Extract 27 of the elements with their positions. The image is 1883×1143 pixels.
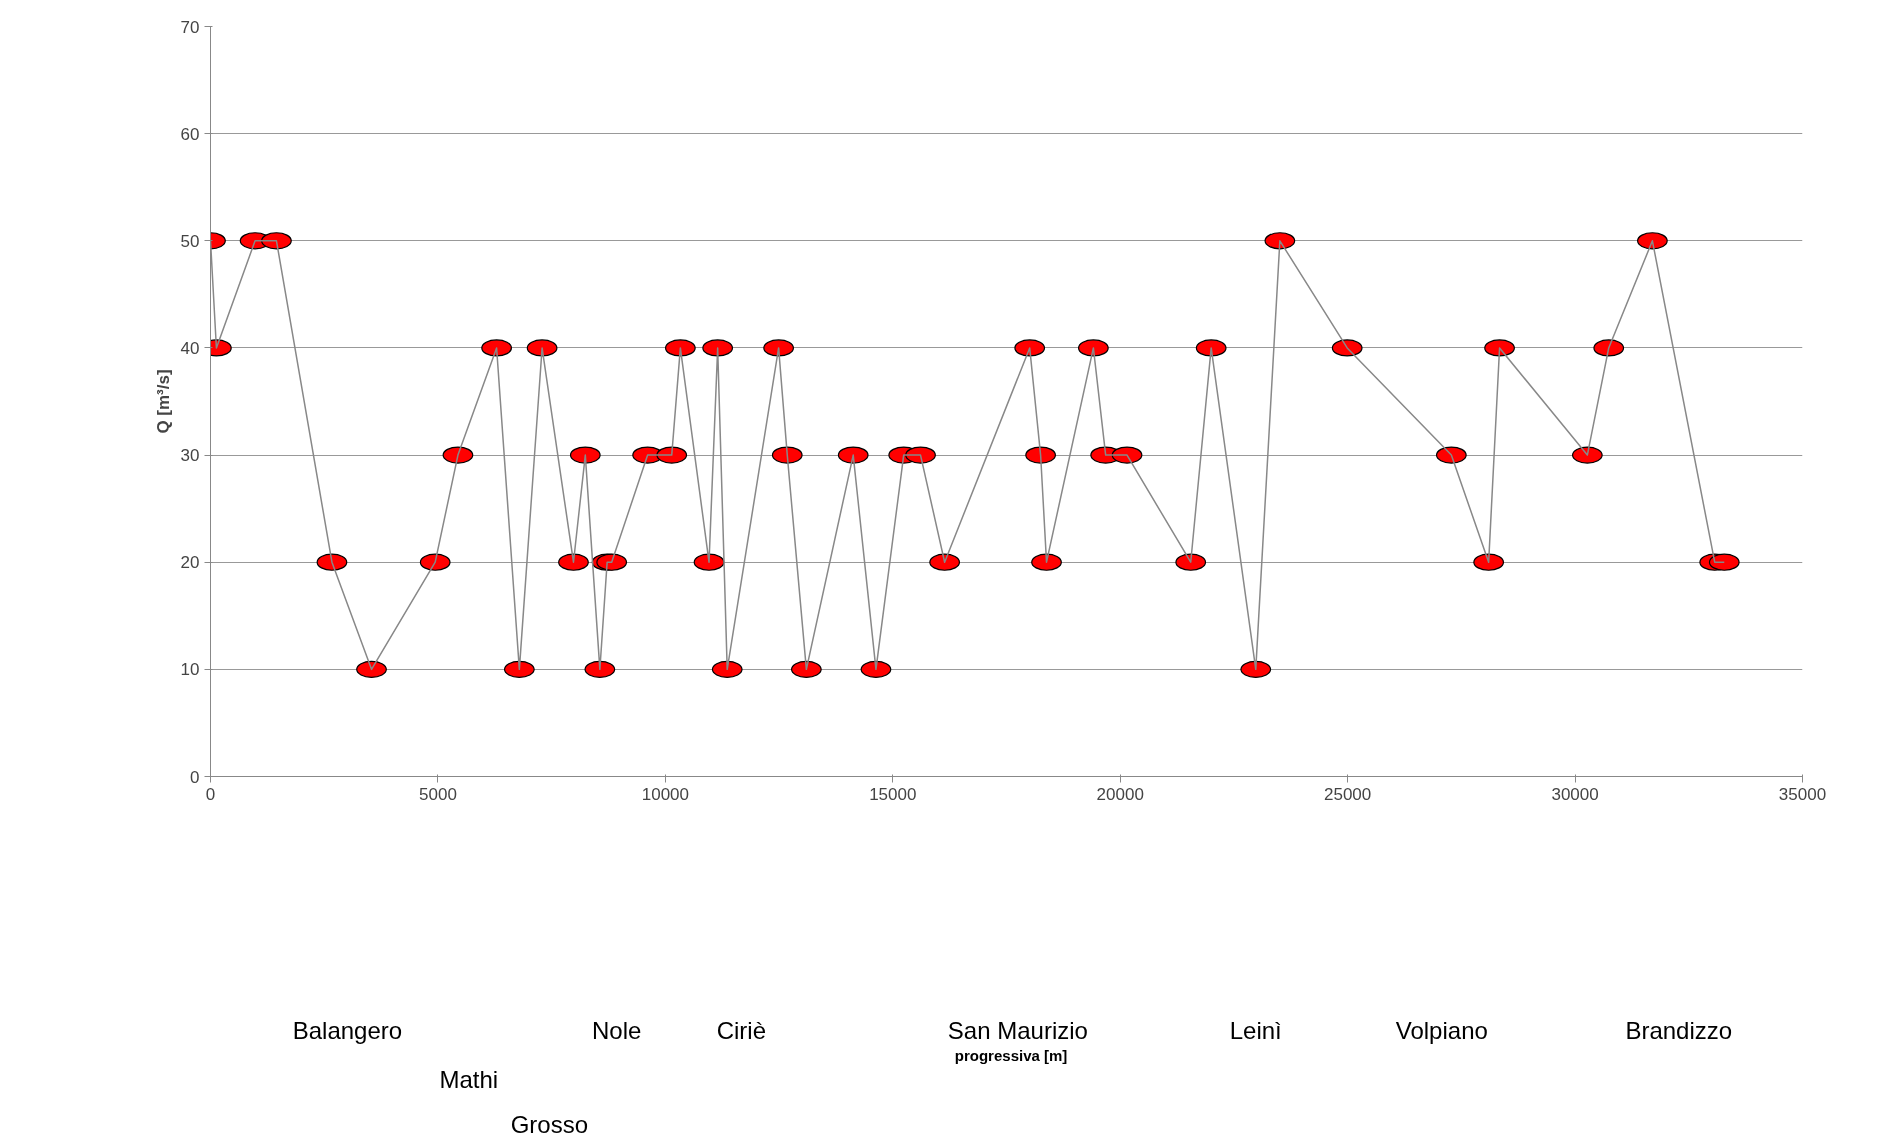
text: Grosso xyxy=(510,1111,589,1138)
x-tick-label: 5000 xyxy=(419,784,457,804)
x-tick-label: 35000 xyxy=(1778,784,1827,804)
x-tick-label: 30000 xyxy=(1551,784,1599,804)
x-tick-label: 20000 xyxy=(1096,784,1144,804)
y-tick-label: 50 xyxy=(180,231,200,251)
y-tick-label: 60 xyxy=(180,124,200,144)
x-tick-label: 25000 xyxy=(1324,784,1372,804)
text: Leinì xyxy=(1229,1017,1282,1044)
text: Balangero xyxy=(292,1017,403,1044)
y-tick-label: 30 xyxy=(180,446,200,466)
y-tick-label: 40 xyxy=(180,338,200,358)
y-tick-label: 10 xyxy=(180,660,200,680)
x-tick-label: 15000 xyxy=(869,784,917,804)
text: Ciriè xyxy=(716,1017,766,1044)
text: Volpiano xyxy=(1395,1017,1488,1044)
y-tick-label: 0 xyxy=(190,767,200,787)
x-tick-label: 0 xyxy=(205,784,216,804)
x-tick-label: 10000 xyxy=(641,784,689,804)
text: progressiva [m] xyxy=(954,1047,1068,1064)
y-tick-label: 20 xyxy=(180,553,200,573)
text: San Maurizio xyxy=(947,1017,1088,1044)
y-tick-label: 70 xyxy=(180,17,200,37)
y-axis-title: Q [m³/s] xyxy=(153,369,173,434)
text: Brandizzo xyxy=(1625,1017,1733,1044)
text: Mathi xyxy=(439,1066,499,1093)
text: Nole xyxy=(592,1017,642,1044)
